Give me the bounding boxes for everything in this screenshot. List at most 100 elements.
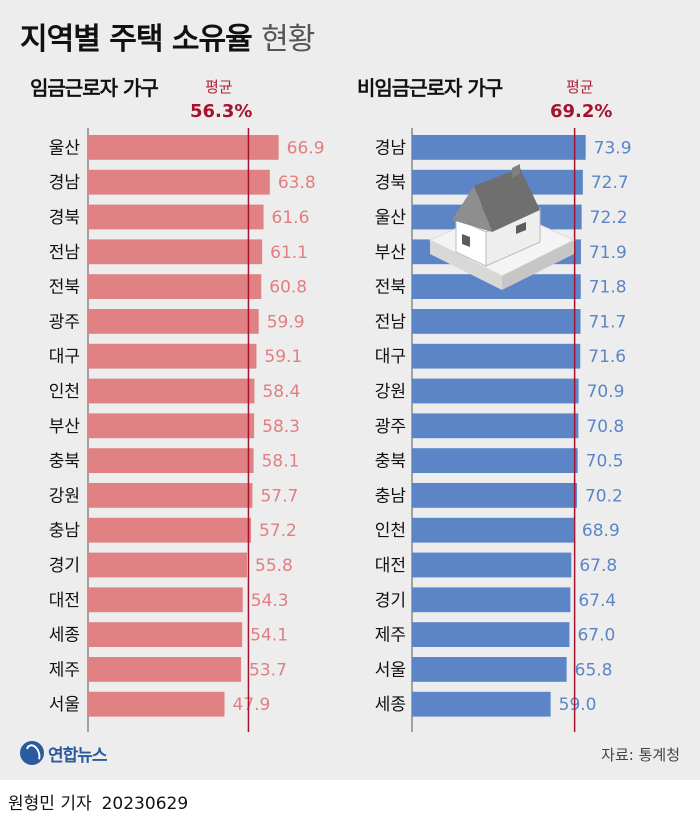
left-bar-9	[88, 448, 254, 473]
page-title: 지역별 주택 소유율 현황	[20, 14, 315, 58]
byline: 원형민 기자 20230629	[8, 789, 188, 814]
right-category-label-9: 충북	[375, 452, 406, 472]
right-category-label-11: 인천	[375, 521, 406, 541]
left-bar-16	[88, 691, 225, 717]
house-illustration	[428, 164, 576, 290]
left-bar-7	[88, 378, 255, 404]
right-avg-value: 69.2%	[550, 101, 613, 122]
right-chart-title: 비임금근로자 가구	[357, 76, 503, 100]
right-value-label-7: 70.9	[587, 382, 625, 402]
bar-charts: 울산 66.9 경남 63.8 경북 61.6 전남 61.1 전북 60.8 광주 59.9 대구 59…	[49, 128, 632, 732]
right-category-label-12: 대전	[375, 556, 406, 576]
left-value-label-2: 61.6	[272, 208, 310, 228]
left-category-label-5: 광주	[49, 312, 80, 332]
right-bar-15	[412, 657, 567, 682]
left-bar-5	[88, 309, 259, 334]
left-value-label-12: 55.8	[255, 556, 293, 576]
left-value-label-4: 60.8	[269, 278, 307, 298]
right-value-label-13: 67.4	[578, 591, 616, 611]
left-category-label-6: 대구	[49, 347, 80, 367]
title-main: 지역별 주택 소유율	[20, 22, 253, 57]
right-bar-13	[412, 587, 571, 613]
right-avg-label: 평균	[566, 78, 594, 96]
right-value-label-4: 71.8	[589, 278, 627, 298]
left-category-label-10: 강원	[49, 486, 80, 506]
right-value-label-14: 67.0	[577, 626, 615, 646]
right-category-label-1: 경북	[375, 173, 406, 193]
left-value-label-16: 47.9	[233, 695, 271, 715]
yonhap-logo: 연합뉴스	[20, 739, 108, 767]
left-bar-4	[88, 274, 262, 299]
left-category-label-3: 전남	[49, 243, 81, 263]
right-value-label-12: 67.8	[579, 556, 617, 576]
left-value-label-15: 53.7	[249, 660, 287, 680]
right-category-label-5: 전남	[375, 312, 407, 332]
right-bar-16	[412, 691, 551, 717]
title-suffix: 현황	[261, 22, 315, 57]
right-category-label-8: 광주	[375, 417, 406, 437]
right-bar-8	[412, 413, 579, 439]
left-value-label-7: 58.4	[262, 382, 300, 402]
right-value-label-10: 70.2	[585, 486, 623, 506]
right-bar-0	[412, 135, 586, 160]
left-value-label-6: 59.1	[264, 347, 302, 367]
left-avg-label: 평균	[205, 78, 233, 96]
left-category-label-1: 경남	[49, 173, 81, 193]
right-value-label-6: 71.6	[588, 347, 626, 367]
left-value-label-11: 57.2	[259, 521, 297, 541]
right-bar-5	[412, 309, 581, 334]
left-value-label-5: 59.9	[267, 312, 305, 332]
right-category-label-3: 부산	[375, 243, 407, 263]
right-bar-7	[412, 378, 579, 404]
left-bar-14	[88, 622, 243, 647]
left-category-label-9: 충북	[49, 452, 80, 472]
left-bar-15	[88, 657, 242, 682]
right-category-label-6: 대구	[375, 347, 406, 367]
right-category-label-13: 경기	[375, 591, 406, 611]
right-category-label-10: 충남	[375, 486, 407, 506]
right-category-label-16: 세종	[375, 695, 406, 715]
right-value-label-16: 59.0	[559, 695, 597, 715]
left-value-label-10: 57.7	[260, 486, 298, 506]
right-value-label-15: 65.8	[575, 660, 613, 680]
right-bar-9	[412, 448, 578, 473]
left-category-label-8: 부산	[49, 417, 81, 437]
left-category-label-2: 경북	[49, 208, 80, 228]
left-value-label-0: 66.9	[287, 138, 325, 158]
right-bar-10	[412, 483, 577, 508]
left-chart-title: 임금근로자 가구	[30, 76, 159, 100]
left-bar-0	[88, 135, 279, 160]
right-bar-6	[412, 343, 581, 369]
left-category-label-15: 제주	[49, 660, 80, 680]
left-category-label-7: 인천	[49, 382, 80, 402]
left-bar-2	[88, 204, 264, 230]
left-category-label-4: 전북	[49, 278, 80, 298]
left-bar-3	[88, 239, 263, 265]
right-value-label-2: 72.2	[590, 208, 628, 228]
publish-date: 20230629	[101, 794, 189, 814]
left-bar-6	[88, 343, 257, 369]
right-value-label-1: 72.7	[591, 173, 629, 193]
right-value-label-0: 73.9	[594, 138, 632, 158]
left-category-label-0: 울산	[49, 138, 81, 158]
right-value-label-11: 68.9	[582, 521, 620, 541]
left-value-label-8: 58.3	[262, 417, 300, 437]
right-category-label-7: 강원	[375, 382, 406, 402]
left-value-label-14: 54.1	[250, 626, 288, 646]
left-value-label-1: 63.8	[278, 173, 316, 193]
left-category-label-13: 대전	[49, 591, 80, 611]
left-bar-13	[88, 587, 243, 613]
right-category-label-2: 울산	[375, 208, 407, 228]
right-category-label-4: 전북	[375, 278, 406, 298]
right-category-label-14: 제주	[375, 626, 406, 646]
logo-text: 연합뉴스	[48, 745, 108, 766]
globe-icon	[20, 741, 44, 765]
author: 원형민 기자	[8, 794, 92, 814]
left-value-label-13: 54.3	[251, 591, 289, 611]
left-bar-1	[88, 169, 270, 195]
right-bar-12	[412, 552, 572, 578]
left-chart: 울산 66.9 경남 63.8 경북 61.6 전남 61.1 전북 60.8 광주 59.9 대구 59…	[49, 128, 325, 732]
left-avg-value: 56.3%	[190, 101, 253, 122]
right-value-label-9: 70.5	[586, 452, 624, 472]
left-bar-10	[88, 483, 253, 508]
